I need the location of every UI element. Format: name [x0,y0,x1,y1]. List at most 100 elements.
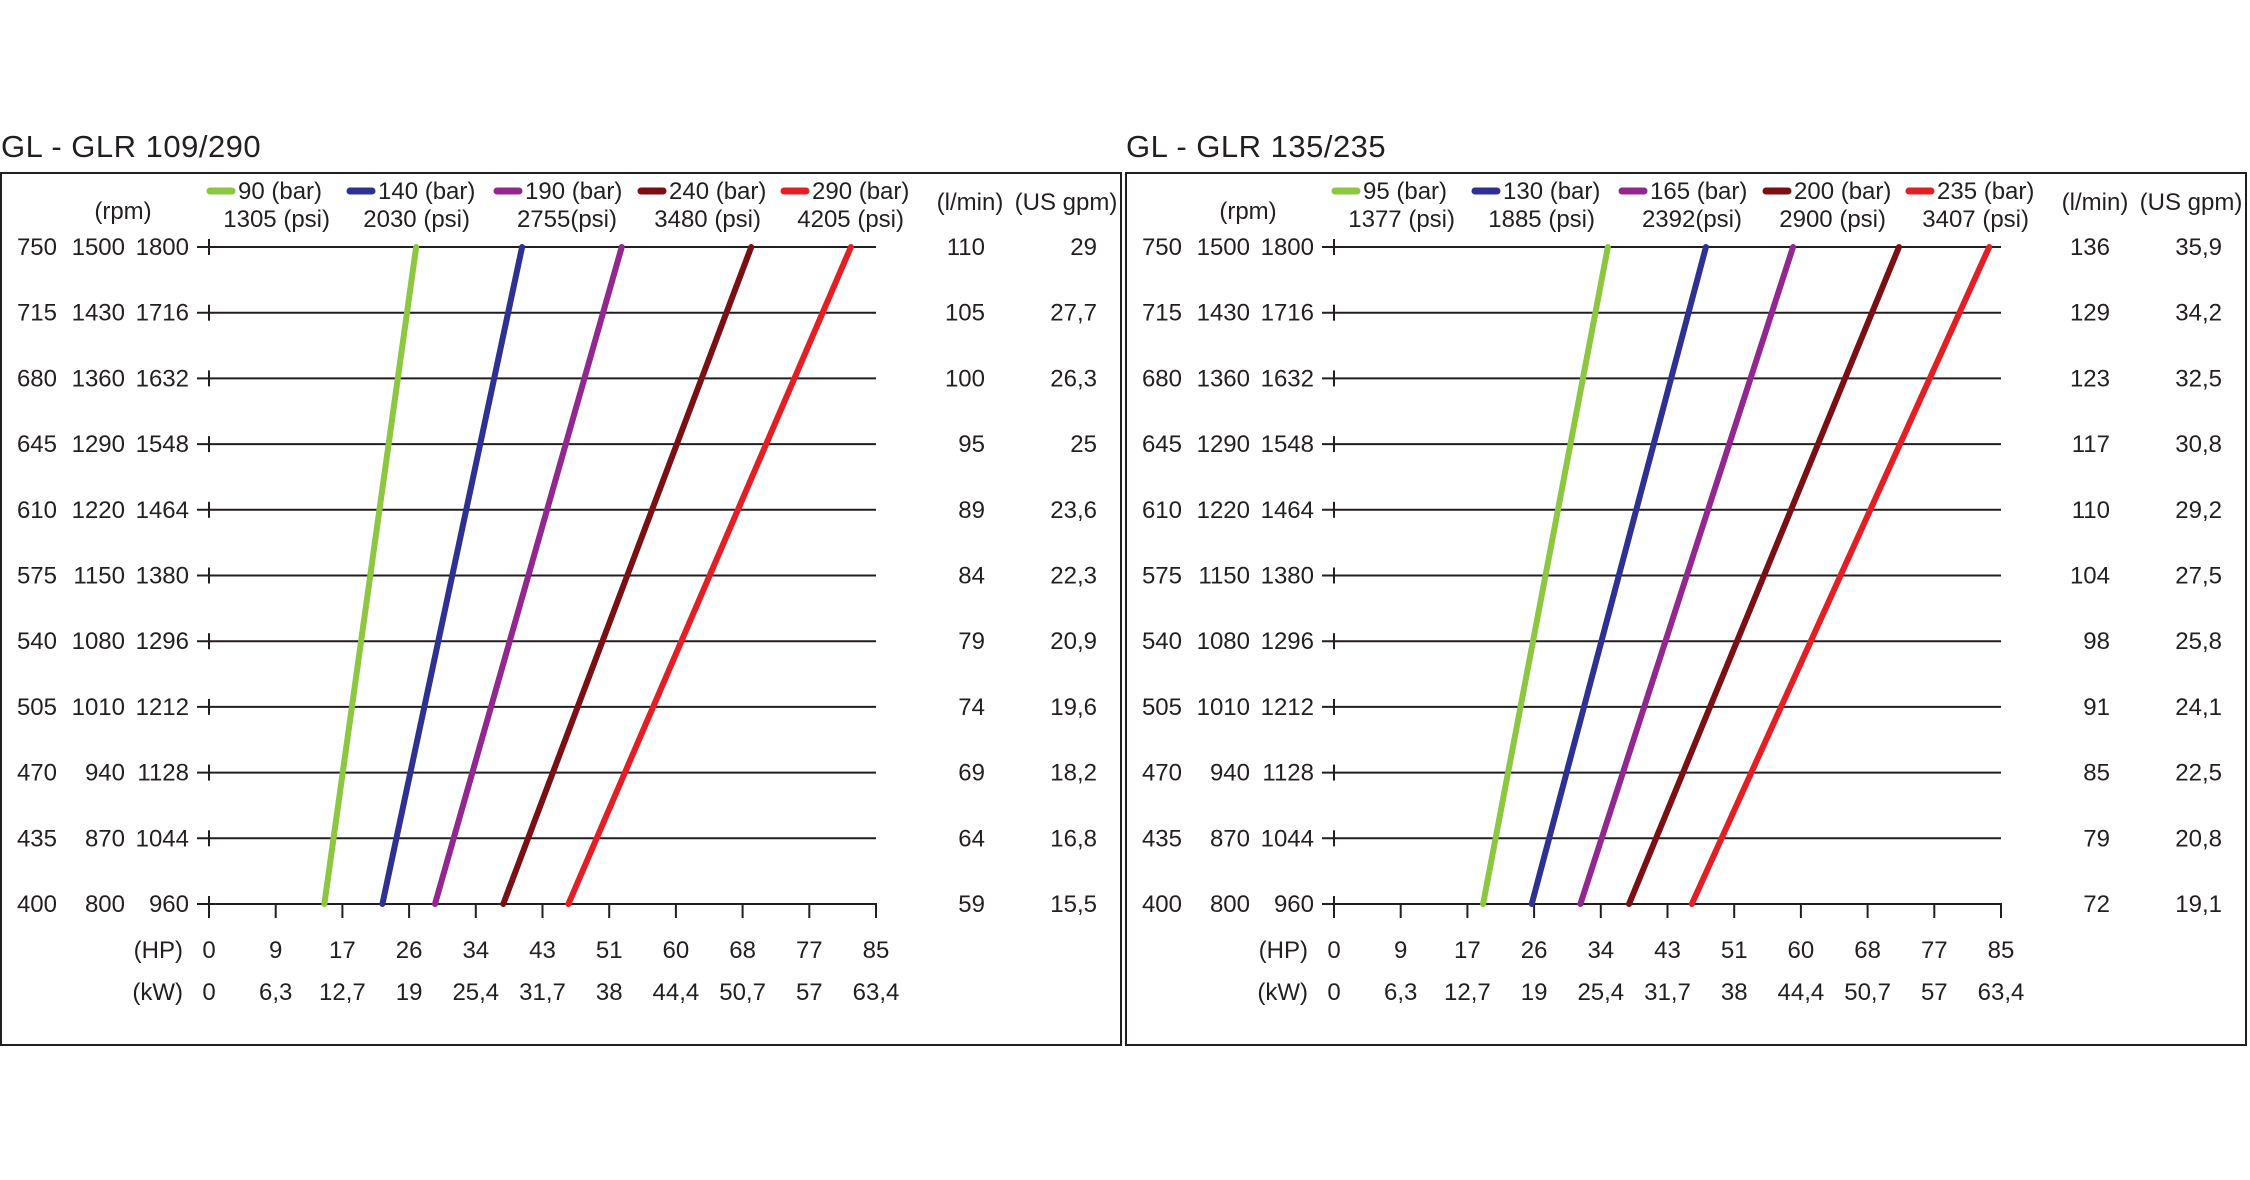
rpm-unit-label: (rpm) [94,198,151,225]
kw-tick-label: 44,4 [653,979,700,1006]
usgpm-tick-label: 16,8 [1050,825,1097,852]
usgpm-tick-label: 22,5 [2175,760,2222,787]
lmin-tick-label: 110 [2072,497,2110,524]
rpm-tick-label: 1632 [1261,365,1314,392]
rpm-tick-label: 1128 [137,760,189,787]
lmin-tick-label: 84 [958,563,985,590]
legend-label-bar: 190 (bar) [525,178,622,205]
lmin-tick-label: 85 [2083,760,2110,787]
rpm-tick-label: 1464 [1261,497,1314,524]
hp-unit-label: (HP) [1259,937,1308,964]
series-line [1528,244,1709,907]
legend-label-bar: 140 (bar) [378,178,475,205]
series-line [321,244,420,907]
rpm-tick-label: 435 [1142,825,1182,852]
lmin-tick-label: 104 [2070,563,2110,590]
rpm-tick-label: 1080 [1197,628,1250,655]
kw-tick-label: 57 [1921,979,1948,1006]
rpm-tick-label: 1548 [1261,431,1314,458]
rpm-tick-label: 750 [17,234,57,261]
rpm-tick-label: 1380 [1261,563,1314,590]
chart-title: GL - GLR 135/235 [1126,129,1386,164]
usgpm-tick-label: 24,1 [2175,694,2222,721]
rpm-tick-label: 400 [17,891,57,918]
legend-label-psi: 2030 (psi) [363,206,470,233]
legend-label-bar: 130 (bar) [1503,178,1600,205]
legend-label-psi: 4205 (psi) [797,206,904,233]
hp-tick-label: 43 [1654,937,1681,964]
kw-tick-label: 57 [796,979,823,1006]
rpm-tick-label: 1380 [136,563,189,590]
legend-label-bar: 165 (bar) [1650,178,1747,205]
lmin-tick-label: 74 [958,694,985,721]
usgpm-tick-label: 19,1 [2175,891,2222,918]
legend-label-bar: 235 (bar) [1937,178,2034,205]
lmin-tick-label: 59 [958,891,985,918]
rpm-tick-label: 505 [17,694,57,721]
rpm-tick-label: 1128 [1262,760,1314,787]
rpm-tick-label: 470 [1142,760,1182,787]
rpm-tick-label: 800 [85,891,125,918]
kw-tick-label: 38 [596,979,623,1006]
rpm-tick-label: 1044 [136,825,189,852]
lmin-tick-label: 117 [2072,431,2110,458]
kw-tick-label: 0 [202,979,215,1006]
hp-tick-label: 77 [796,937,823,964]
rpm-tick-label: 750 [1142,234,1182,261]
rpm-tick-label: 1548 [136,431,189,458]
rpm-tick-label: 540 [1142,628,1182,655]
lmin-tick-label: 123 [2070,365,2110,392]
legend-label-psi: 3407 (psi) [1922,206,2029,233]
rpm-tick-label: 1220 [1197,497,1250,524]
rpm-tick-label: 1430 [72,300,125,327]
rpm-tick-label: 400 [1142,891,1182,918]
hp-tick-label: 0 [202,937,215,964]
kw-unit-label: (kW) [1257,979,1308,1006]
hp-tick-label: 60 [1788,937,1815,964]
legend-label-bar: 90 (bar) [238,178,322,205]
legend-label-psi: 3480 (psi) [654,206,761,233]
kw-tick-label: 19 [396,979,423,1006]
rpm-tick-label: 645 [17,431,57,458]
legend-label-psi: 1305 (psi) [223,206,330,233]
rpm-tick-label: 1010 [72,694,125,721]
rpm-tick-label: 1212 [136,694,189,721]
usgpm-tick-label: 19,6 [1050,694,1097,721]
usgpm-tick-label: 25 [1070,431,1097,458]
rpm-tick-label: 1044 [1261,825,1314,852]
usgpm-unit-label: (US gpm) [1015,189,1118,216]
kw-tick-label: 19 [1521,979,1548,1006]
kw-tick-label: 50,7 [1844,979,1891,1006]
kw-tick-label: 63,4 [853,979,900,1006]
usgpm-tick-label: 25,8 [2175,628,2222,655]
rpm-tick-label: 1212 [1261,694,1314,721]
usgpm-tick-label: 22,3 [1050,563,1097,590]
hp-tick-label: 60 [663,937,690,964]
rpm-tick-label: 870 [1210,825,1250,852]
rpm-tick-label: 715 [17,300,57,327]
kw-tick-label: 0 [1327,979,1340,1006]
usgpm-unit-label: (US gpm) [2140,189,2243,216]
kw-tick-label: 25,4 [1577,979,1624,1006]
usgpm-tick-label: 29,2 [2175,497,2222,524]
lmin-tick-label: 95 [958,431,985,458]
lmin-tick-label: 89 [958,497,985,524]
rpm-tick-label: 1296 [1261,628,1314,655]
legend-label-bar: 200 (bar) [1794,178,1891,205]
rpm-tick-label: 1800 [1261,234,1314,261]
rpm-tick-label: 715 [1142,300,1182,327]
rpm-tick-label: 1716 [1261,300,1314,327]
hp-tick-label: 85 [1988,937,2015,964]
hp-tick-label: 17 [1454,937,1481,964]
usgpm-tick-label: 18,2 [1050,760,1097,787]
hp-tick-label: 34 [462,937,489,964]
hp-tick-label: 26 [396,937,423,964]
legend-label-bar: 290 (bar) [812,178,909,205]
rpm-tick-label: 1150 [1198,563,1250,590]
rpm-tick-label: 1150 [73,563,125,590]
kw-tick-label: 38 [1721,979,1748,1006]
legend-label-bar: 240 (bar) [669,178,766,205]
rpm-tick-label: 1290 [1197,431,1250,458]
usgpm-tick-label: 35,9 [2175,234,2222,261]
kw-tick-label: 12,7 [1444,979,1491,1006]
